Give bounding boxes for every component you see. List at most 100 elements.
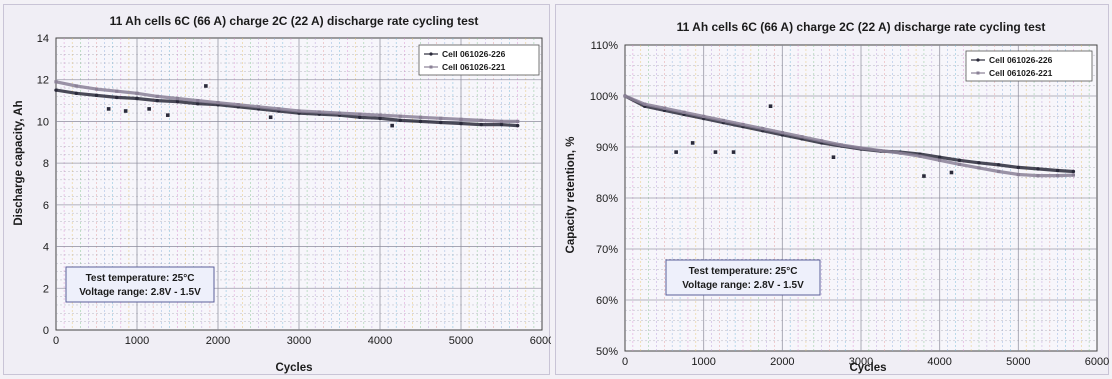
data-point-series-b	[859, 146, 863, 150]
data-point-series-b	[839, 143, 843, 147]
data-point-series-b	[196, 98, 200, 103]
data-point-series-b	[977, 166, 981, 170]
test-conditions-box: Test temperature: 25°C Voltage range: 2.…	[65, 266, 215, 303]
legend: Cell 061026-226 Cell 061026-221	[965, 50, 1093, 82]
data-point-series-a	[516, 123, 520, 128]
data-point-series-a	[175, 99, 180, 104]
data-point-series-b	[175, 96, 180, 101]
data-point-series-a	[418, 119, 423, 124]
x-tick-label: 4000	[368, 335, 392, 347]
series-line-a	[55, 88, 518, 128]
y-tick-label: 8	[43, 158, 49, 170]
y-tick-label: 2	[43, 283, 49, 295]
y-tick-label: 70%	[596, 244, 618, 256]
test-temperature-text: Test temperature: 25°C	[689, 266, 798, 277]
legend-label-series-b: Cell 061026-221	[989, 68, 1053, 78]
y-tick-label: 10	[37, 116, 49, 128]
y-tick-label: 14	[37, 33, 49, 45]
data-point-series-b	[216, 101, 220, 105]
x-axis-label: Cycles	[849, 362, 886, 374]
data-point-series-a	[459, 121, 463, 126]
data-point-series-b	[418, 115, 423, 119]
legend-marker-series-a	[429, 52, 433, 56]
data-point-series-a	[135, 96, 139, 101]
y-tick-label: 80%	[596, 193, 618, 205]
outlier-point	[713, 150, 718, 154]
data-point-series-a	[74, 91, 78, 95]
data-point-series-a	[115, 95, 119, 100]
data-point-series-a	[1071, 169, 1076, 174]
data-point-series-b	[997, 169, 1001, 174]
x-tick-label: 3000	[849, 356, 873, 368]
capacity-retention-chart: 11 Ah cells 6C (66 A) charge 2C (22 A) d…	[565, 20, 1109, 374]
data-point-series-b	[820, 139, 824, 143]
data-point-series-b	[54, 80, 58, 84]
outlier-point	[949, 170, 954, 175]
x-tick-label: 0	[622, 356, 628, 368]
data-point-series-b	[378, 113, 382, 117]
data-point-series-b	[938, 158, 942, 162]
outlier-point	[390, 123, 394, 128]
data-point-series-b	[155, 94, 159, 98]
data-point-series-b	[1071, 173, 1075, 177]
outlier-point	[268, 115, 273, 120]
x-tick-label: 6000	[1085, 356, 1109, 368]
data-point-series-a	[439, 120, 443, 125]
data-point-series-b	[459, 117, 463, 121]
data-point-series-a	[479, 122, 483, 127]
data-point-series-b	[800, 135, 804, 139]
data-point-series-a	[1016, 165, 1021, 170]
data-point-series-a	[196, 102, 200, 106]
x-tick-label: 3000	[287, 335, 311, 347]
x-tick-label: 5000	[449, 335, 473, 347]
data-point-series-a	[996, 163, 1001, 167]
outlier-point	[674, 150, 678, 154]
data-point-series-b	[337, 111, 342, 115]
data-point-series-b	[439, 116, 443, 120]
data-point-series-b	[623, 94, 627, 98]
legend-marker-series-a	[976, 58, 980, 62]
chart-panel-discharge-capacity: 11 Ah cells 6C (66 A) charge 2C (22 A) d…	[3, 4, 551, 375]
x-tick-label: 4000	[927, 356, 951, 368]
data-point-series-b	[74, 84, 78, 88]
data-point-series-b	[741, 122, 745, 127]
data-point-series-b	[256, 105, 261, 109]
series-line-b	[55, 80, 518, 124]
outlier-point	[165, 113, 170, 117]
y-axis-label: Capacity retention, %	[565, 137, 577, 254]
x-axis-label: Cycles	[275, 362, 312, 374]
outlier-point	[690, 141, 695, 145]
data-point-series-a	[937, 155, 942, 159]
data-point-series-b	[1036, 173, 1040, 178]
data-point-series-b	[297, 109, 301, 113]
test-conditions-frame	[65, 266, 215, 303]
outlier-point	[204, 84, 208, 88]
data-point-series-b	[317, 110, 321, 114]
legend-marker-series-b	[976, 71, 980, 75]
data-point-series-b	[957, 162, 961, 166]
legend-box	[418, 44, 540, 76]
chart-title: 11 Ah cells 6C (66 A) charge 2C (22 A) d…	[677, 20, 1046, 34]
outlier-point	[768, 104, 773, 108]
test-temperature-text: Test temperature: 25°C	[86, 273, 195, 284]
data-point-series-a	[358, 115, 362, 119]
legend-label-series-b: Cell 061026-221	[442, 62, 506, 72]
data-point-series-a	[977, 161, 981, 165]
data-point-series-b	[761, 127, 765, 131]
data-point-series-b	[643, 102, 647, 106]
data-point-series-b	[135, 91, 139, 95]
data-point-series-b	[115, 89, 119, 93]
data-point-series-a	[54, 88, 58, 92]
data-point-series-b	[398, 114, 402, 118]
legend: Cell 061026-226 Cell 061026-221	[418, 44, 540, 76]
data-point-series-b	[1016, 172, 1020, 177]
outlier-point	[106, 107, 111, 111]
y-tick-label: 110%	[591, 40, 619, 52]
data-point-series-b	[277, 107, 281, 111]
y-tick-label: 0	[43, 325, 49, 337]
outlier-point	[922, 174, 926, 178]
data-point-series-b	[1056, 173, 1060, 178]
data-point-series-b	[918, 154, 922, 158]
data-point-series-b	[662, 106, 666, 110]
data-point-series-a	[398, 118, 402, 123]
